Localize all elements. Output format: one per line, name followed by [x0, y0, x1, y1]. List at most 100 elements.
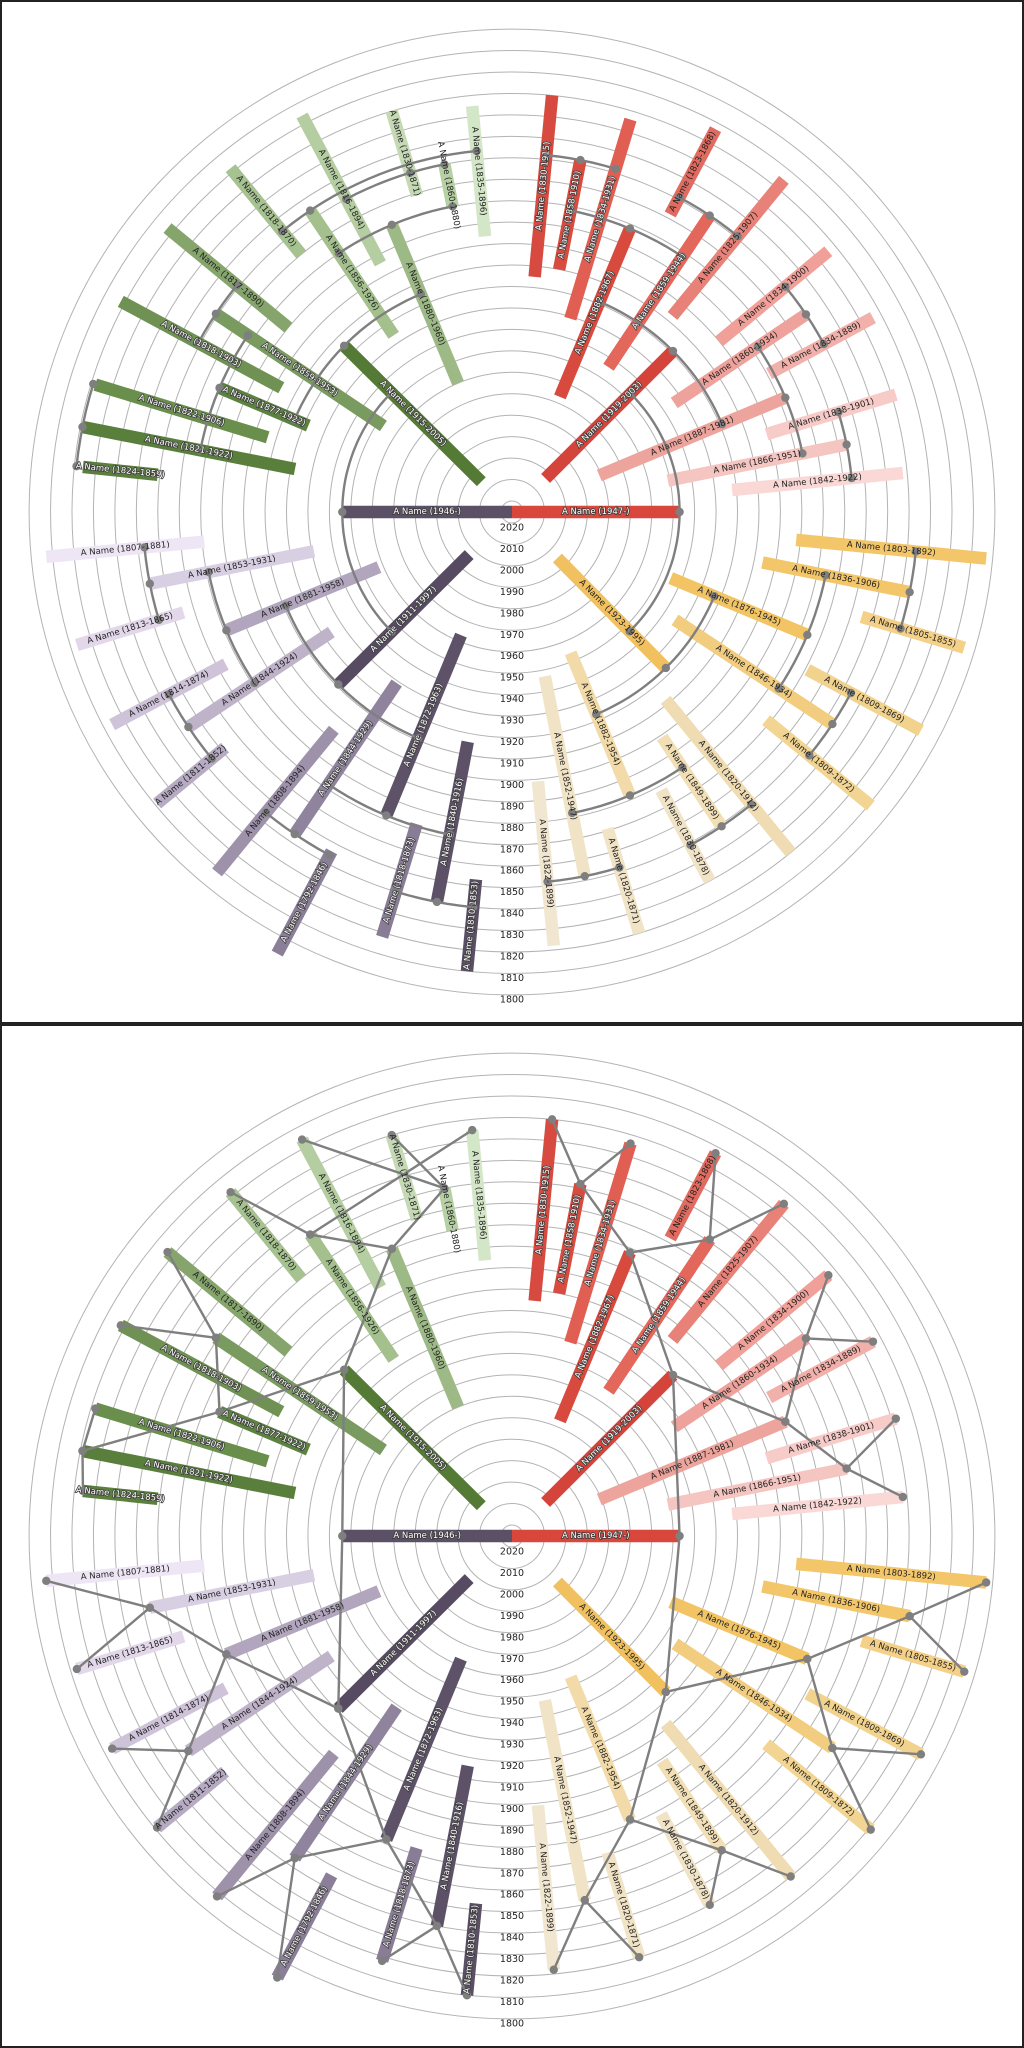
person-label: A Name (1820-1871)	[606, 837, 641, 925]
person-bar	[655, 787, 716, 884]
year-label: 1970	[500, 630, 524, 641]
person-bar	[804, 664, 924, 736]
person-label: A Name (1882-1954)	[579, 1705, 623, 1791]
person-bar	[304, 1231, 399, 1363]
year-label: 1950	[500, 1697, 524, 1708]
year-grid-circle	[200, 200, 824, 824]
connector-dot	[661, 1687, 671, 1697]
parent-link	[82, 1410, 220, 1453]
year-label: 1920	[500, 737, 524, 748]
person-bar	[385, 1133, 423, 1222]
parent-link	[784, 1338, 808, 1422]
connector-dot	[281, 601, 291, 610]
connector-dot	[387, 388, 396, 397]
person-label: A Name (1911-1997)	[369, 1609, 439, 1679]
year-label: 1820	[500, 1976, 524, 1987]
person-bar	[225, 1188, 307, 1283]
parent-link	[583, 1818, 632, 1901]
person-label: A Name (1830-1915)	[534, 1165, 553, 1255]
connector-dot	[184, 1746, 193, 1756]
person-label: A Name (1835-1896)	[469, 126, 488, 216]
person-label: A Name (1818-1870)	[234, 174, 298, 249]
person-bar	[667, 1199, 789, 1344]
year-label: 1990	[500, 1611, 524, 1622]
year-grid-circle	[92, 92, 932, 932]
year-grid-circle	[157, 157, 867, 867]
connector-dot	[78, 422, 87, 432]
person-bar	[223, 1585, 382, 1661]
connector-dot	[232, 281, 242, 290]
parent-link	[708, 1153, 717, 1240]
connector-dot	[828, 1743, 837, 1753]
connector-dot	[591, 710, 601, 719]
person-bar	[671, 1638, 836, 1754]
parent-link	[628, 1252, 675, 1376]
year-label: 1830	[500, 930, 524, 941]
year-label: 1930	[500, 1740, 524, 1751]
connector-dots	[72, 146, 920, 912]
year-grid-circle	[200, 1224, 824, 1848]
connector-dot	[207, 754, 216, 763]
year-grid-circle	[28, 28, 996, 996]
connector-dot	[448, 202, 457, 211]
person-label: A Name (1835-1896)	[469, 1150, 488, 1240]
parent-link	[309, 1233, 393, 1250]
person-bar	[731, 1490, 904, 1521]
connector-dot	[717, 1846, 726, 1855]
connector-dot	[580, 1895, 589, 1905]
connector-dot	[678, 763, 687, 772]
parent-link	[721, 1849, 792, 1878]
person-bar	[761, 556, 911, 599]
person-bar	[603, 1236, 715, 1395]
year-grid-circle	[50, 1074, 974, 1998]
person-bar	[666, 438, 848, 487]
person-bar	[531, 780, 560, 947]
year-label: 1850	[500, 1911, 524, 1922]
parent-link	[664, 1535, 681, 1693]
connector-dot	[140, 543, 149, 552]
person-bar	[163, 1247, 293, 1357]
person-label: A Name (1947-)	[562, 507, 630, 517]
parent-link	[435, 1925, 469, 1996]
person-bar	[75, 606, 186, 652]
connector-dot	[440, 1184, 449, 1193]
person-label: A Name (1809-1869)	[822, 1699, 905, 1750]
connector-dot	[805, 751, 814, 760]
year-label: 2010	[500, 544, 524, 555]
connector-dot	[981, 1578, 991, 1587]
person-label: A Name (1842-1922)	[773, 1496, 863, 1515]
year-grid-circle	[307, 1331, 717, 1741]
connector-dot	[828, 719, 837, 729]
connector-dot	[916, 1750, 926, 1759]
parent-link	[381, 1924, 438, 1962]
person-bar	[376, 822, 423, 939]
connector-dot	[406, 168, 415, 177]
person-label: A Name (1947-)	[562, 1531, 630, 1541]
person-label: A Name (1838-1901)	[787, 397, 875, 433]
connector-dot	[325, 850, 334, 860]
year-label: 1940	[500, 694, 524, 705]
person-bar	[667, 175, 789, 320]
person-bar	[386, 1246, 464, 1410]
connector-dot	[387, 1130, 396, 1140]
person-bar	[212, 308, 387, 432]
year-grid-circle	[243, 1267, 781, 1805]
connector-dot	[675, 1531, 684, 1541]
connector-dot	[72, 1664, 82, 1674]
person-bar	[93, 1402, 270, 1468]
person-bar	[339, 1365, 486, 1511]
person-label: A Name (1807-1881)	[80, 540, 170, 559]
connector-dot	[445, 830, 455, 839]
person-bar	[75, 1630, 186, 1676]
connector-dot	[896, 624, 905, 633]
connector-dot	[145, 1603, 155, 1612]
person-label: A Name (1792-1846)	[279, 861, 330, 945]
year-label: 1960	[500, 651, 524, 662]
connector-dot	[675, 507, 684, 517]
person-bar	[81, 420, 297, 476]
year-grid-circle	[135, 1159, 889, 1913]
connector-dot	[78, 1486, 88, 1496]
person-label: A Name (1882-1954)	[579, 681, 623, 767]
connector-dot	[868, 1337, 878, 1346]
